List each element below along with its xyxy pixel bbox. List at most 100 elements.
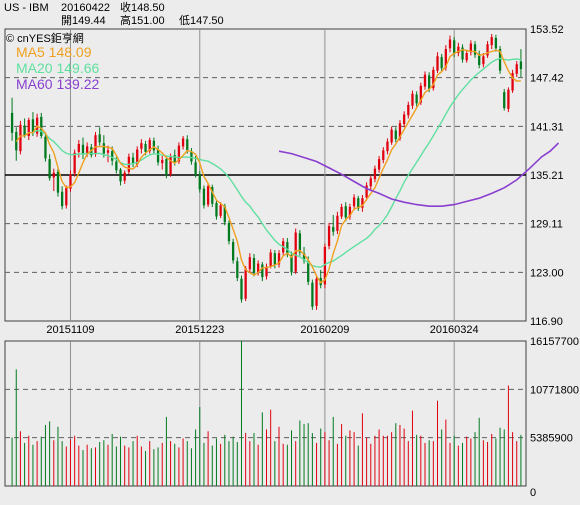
candle-body bbox=[31, 119, 35, 133]
candle bbox=[327, 222, 331, 250]
candle-body bbox=[494, 37, 498, 49]
candle-body bbox=[286, 242, 289, 255]
candle bbox=[415, 91, 418, 107]
candle bbox=[323, 243, 327, 289]
candle bbox=[202, 185, 206, 209]
candle bbox=[503, 88, 506, 111]
candle bbox=[311, 279, 314, 310]
candle bbox=[252, 254, 256, 277]
candle bbox=[219, 202, 222, 219]
candle bbox=[27, 117, 30, 140]
candle bbox=[344, 202, 347, 222]
candle bbox=[469, 40, 473, 56]
candle bbox=[123, 170, 126, 184]
candle bbox=[52, 168, 55, 192]
candle-body bbox=[332, 226, 335, 232]
volume-tick-label: 10771800 bbox=[530, 384, 579, 396]
candle bbox=[336, 211, 339, 235]
candle-body bbox=[40, 116, 43, 137]
candle bbox=[148, 137, 151, 154]
candle bbox=[490, 33, 493, 50]
candle-body bbox=[482, 56, 485, 65]
candle bbox=[332, 214, 335, 236]
candle bbox=[227, 220, 231, 245]
candle bbox=[440, 53, 443, 73]
candle-body bbox=[402, 114, 406, 125]
candle-body bbox=[248, 257, 251, 270]
candle-body bbox=[352, 197, 356, 207]
candle-body bbox=[156, 149, 160, 163]
candle-body bbox=[81, 144, 85, 154]
price-tick-label: 123.00 bbox=[530, 267, 564, 279]
open-label: 開149.44 bbox=[61, 14, 106, 27]
candle bbox=[81, 137, 85, 160]
candle bbox=[161, 155, 164, 170]
candle bbox=[44, 132, 47, 162]
candle-body bbox=[252, 258, 256, 274]
candle-body bbox=[390, 129, 393, 143]
candle-body bbox=[56, 171, 60, 193]
candle bbox=[511, 69, 514, 93]
candle bbox=[265, 263, 268, 280]
candle-body bbox=[77, 143, 80, 152]
candle bbox=[248, 253, 251, 274]
candle-body bbox=[290, 254, 293, 273]
candle-body bbox=[273, 253, 276, 266]
candle bbox=[494, 34, 498, 52]
candle-body bbox=[444, 49, 447, 68]
candle bbox=[211, 184, 214, 207]
candle bbox=[244, 265, 247, 302]
candle-body bbox=[186, 139, 189, 151]
candle bbox=[206, 183, 210, 207]
candle bbox=[269, 249, 272, 269]
ma5-legend: MA5 148.09 bbox=[16, 44, 92, 60]
price-tick-label: 141.31 bbox=[530, 121, 564, 133]
candle-body bbox=[169, 155, 172, 175]
candle bbox=[65, 185, 68, 209]
candle-body bbox=[181, 138, 185, 147]
candle bbox=[411, 90, 414, 109]
candle-body bbox=[190, 151, 193, 162]
candle bbox=[94, 132, 97, 157]
candle-body bbox=[106, 150, 110, 153]
candle-body bbox=[344, 206, 347, 218]
candle-body bbox=[340, 206, 343, 217]
candle-body bbox=[223, 206, 226, 223]
candle-body bbox=[10, 112, 14, 133]
candle-body bbox=[236, 261, 239, 278]
candle-body bbox=[440, 57, 443, 69]
candle-body bbox=[215, 202, 218, 217]
volume-panel bbox=[4, 340, 527, 487]
candle bbox=[402, 111, 406, 128]
candle-body bbox=[219, 205, 222, 216]
candle bbox=[373, 165, 377, 183]
candle bbox=[382, 147, 385, 164]
candle-body bbox=[407, 104, 410, 116]
candle-body bbox=[448, 39, 452, 49]
ma5-line bbox=[15, 48, 521, 284]
candle-body bbox=[269, 252, 272, 266]
candle-body bbox=[336, 215, 339, 231]
candle bbox=[77, 139, 80, 158]
price-tick-label: 129.11 bbox=[530, 219, 563, 231]
price-tick-label: 147.42 bbox=[530, 73, 564, 85]
candle bbox=[340, 203, 343, 219]
candle-body bbox=[144, 143, 147, 152]
candle bbox=[106, 145, 110, 163]
candle-body bbox=[115, 161, 118, 171]
candles bbox=[10, 33, 523, 310]
candle bbox=[119, 167, 122, 186]
candle-body bbox=[227, 222, 231, 242]
candle-body bbox=[515, 64, 518, 74]
date-tick-label: 20160209 bbox=[300, 324, 349, 336]
candle-body bbox=[361, 198, 364, 208]
candle-body bbox=[503, 92, 506, 109]
candle bbox=[482, 53, 485, 68]
candle-body bbox=[419, 85, 422, 103]
volume-bars bbox=[11, 340, 522, 486]
candle-body bbox=[415, 94, 418, 104]
volume-tick-label: 5385900 bbox=[530, 433, 573, 445]
candle-body bbox=[473, 44, 477, 55]
candle-body bbox=[298, 233, 302, 253]
